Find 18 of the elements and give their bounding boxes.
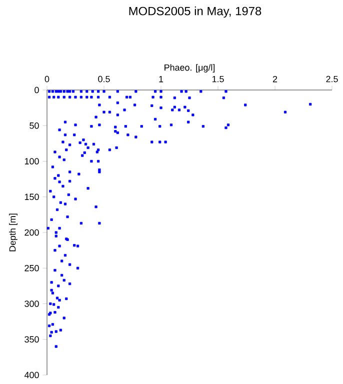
y-tick-label: 250 <box>24 264 39 272</box>
x-tick-label: 2 <box>272 76 278 82</box>
y-tick-label: 100 <box>24 158 39 164</box>
x-tick-label: 0.5 <box>98 76 110 82</box>
y-tick-label: 0 <box>34 86 39 94</box>
y-tick-label: 50 <box>30 122 39 129</box>
x-tick-label: 1 <box>159 76 164 82</box>
x-tick-label: 2.5 <box>326 76 338 82</box>
y-tick-label: 350 <box>24 336 39 343</box>
y-axis-title: Depth [m] <box>9 214 18 252</box>
y-tick-label: 400 <box>24 372 39 378</box>
y-tick-label: 200 <box>24 229 39 236</box>
x-axis-title: Phaeo. [μg/l] <box>164 64 215 72</box>
y-tick-label: 300 <box>24 300 39 307</box>
chart-title: MODS2005 in May, 1978 <box>129 6 262 18</box>
y-tick-label: 150 <box>24 194 39 200</box>
x-tick-label: 1.5 <box>212 76 224 82</box>
x-tick-label: 0 <box>44 76 50 82</box>
